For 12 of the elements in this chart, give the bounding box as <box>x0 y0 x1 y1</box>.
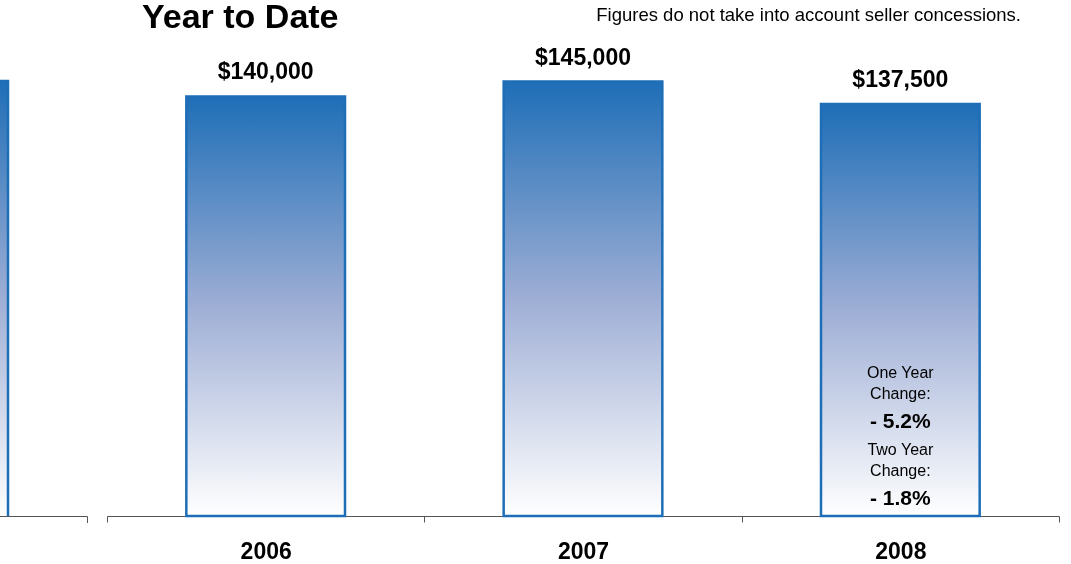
annotation: - 1.8% <box>869 485 931 509</box>
x-tick-label: 2008 <box>875 537 927 564</box>
x-tick-label: 2007 <box>557 537 610 564</box>
data-label: $140,000 <box>217 58 314 85</box>
chart-title: Year to Date <box>142 0 339 35</box>
x-tick-label: 2006 <box>240 537 292 564</box>
annotation: Two Year Change: <box>867 440 934 479</box>
annotation: - 5.2% <box>869 408 931 432</box>
text: Figures do not take into account seller concessions. <box>596 4 1021 25</box>
data-label: $137,500 <box>852 65 949 92</box>
data-label: $145,000 <box>535 43 631 70</box>
annotation: One Year Change: <box>866 363 935 402</box>
